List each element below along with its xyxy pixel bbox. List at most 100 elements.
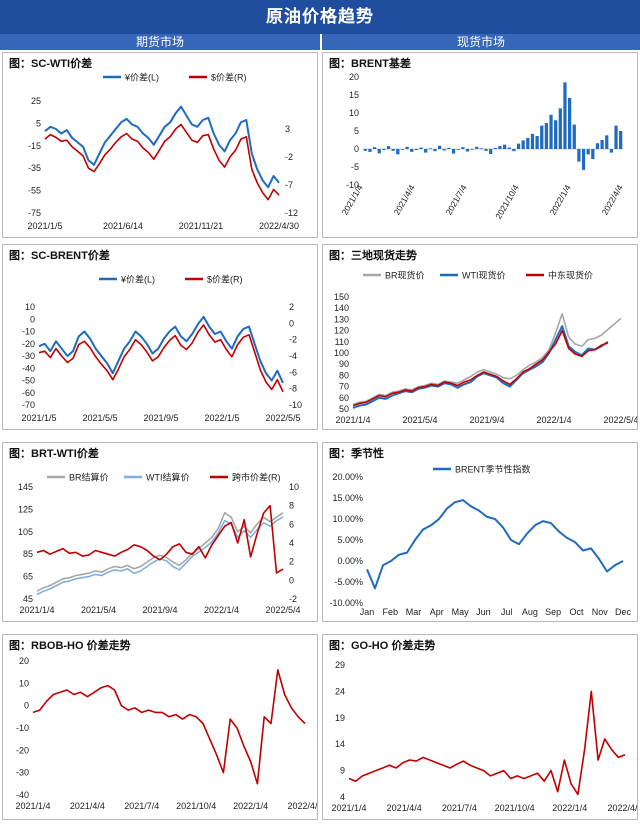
legend-label: 跨市价差(R) [232, 472, 281, 483]
bar [428, 148, 432, 150]
y2-tick-label: -8 [289, 384, 297, 394]
page-banner: 原油价格趋势 [0, 0, 640, 34]
y-tick-label: 4 [340, 792, 345, 802]
y-tick-label: 20 [349, 72, 359, 82]
bar [377, 149, 381, 154]
bar [437, 145, 442, 149]
bar [502, 144, 507, 149]
series-line-1 [348, 690, 626, 796]
bar [507, 147, 511, 149]
y-tick-label: 90 [339, 359, 349, 369]
legend-label: WTI现货价 [462, 270, 506, 281]
legend-label: WTI结算价 [146, 472, 190, 483]
x-tick-label: Jan [360, 607, 375, 617]
y-tick-label: -30 [16, 768, 29, 778]
bar [619, 131, 623, 149]
bar [368, 149, 372, 152]
legend-label: ¥价差(L) [120, 274, 155, 285]
y-tick-label: -40 [16, 790, 29, 800]
y-tick-label: 10 [349, 108, 359, 118]
y-tick-label: 85 [23, 549, 33, 559]
legend-label: BRENT季节性指数 [455, 464, 531, 475]
bar [410, 149, 414, 152]
spot-section-header: 现货市场 [322, 34, 640, 50]
series-line-1 [32, 669, 306, 785]
y-tick-label: 60 [339, 393, 349, 403]
y-tick-label: -35 [28, 163, 41, 173]
bar [512, 149, 516, 152]
bar [563, 82, 567, 149]
panel-sc-brent: 图：SC-BRENT价差 10 0 -10 -20 -30 -40 -50 -60 -70 2 0 -… [2, 244, 318, 430]
y-tick-label: -10 [22, 327, 35, 337]
series-line-2 [36, 516, 284, 596]
x-tick-label: Feb [383, 607, 399, 617]
bar [396, 149, 400, 155]
bar [405, 146, 409, 149]
bar [554, 120, 558, 149]
x-tick-label: Sep [545, 607, 561, 617]
y-tick-label: 9 [340, 766, 345, 776]
y-tick-label: 105 [18, 527, 33, 537]
bar [572, 124, 576, 149]
y2-tick-label: -7 [285, 180, 293, 190]
brt-wti-chart: 145 125 105 85 65 45 10 8 6 4 2 0 -2 2021/1/4 2021/5/4… [18, 472, 301, 616]
y-tick-label: 25 [31, 96, 41, 106]
bar [516, 143, 521, 149]
x-tick-label: Aug [522, 607, 538, 617]
x-tick-label: 2021/4/4 [387, 803, 422, 813]
bar [479, 148, 484, 150]
y-tick-label: 24 [335, 686, 345, 696]
bar [558, 108, 562, 149]
y-tick-label: -40 [22, 363, 35, 373]
bar [498, 146, 502, 149]
y-tick-label: 0.00% [337, 556, 363, 566]
bar [521, 140, 525, 149]
y-tick-label: 20.00% [332, 472, 363, 482]
x-tick-label: Oct [569, 607, 584, 617]
y-tick-label: 110 [335, 337, 349, 347]
futures-section-header: 期货市场 [0, 34, 320, 50]
y-tick-label: 150 [334, 292, 349, 302]
y-tick-label: 45 [23, 594, 33, 604]
x-tick-label: Dec [615, 607, 632, 617]
bar [526, 137, 530, 149]
panel-sc-wti: 图：SC-WTI价差 25 5 -15 -35 -55 -75 3 -2 -7 -12 2021/1… [2, 52, 318, 238]
y-tick-label: 5 [36, 118, 41, 128]
chart-title: 图：GO-HO 价差走势 [329, 640, 436, 652]
x-tick-label: 2022/1/4 [233, 801, 268, 811]
y-tick-label: -10 [346, 180, 359, 190]
series-line-1 [38, 315, 284, 384]
bar [489, 149, 493, 155]
y-tick-label: 20 [19, 656, 29, 666]
y2-tick-label: 2 [289, 302, 294, 312]
x-tick-label: 2021/5/4 [81, 605, 116, 615]
y-tick-label: 125 [18, 504, 33, 514]
x-tick-label: Apr [430, 607, 444, 617]
series-line-1 [44, 105, 280, 189]
y-tick-label: -5 [351, 162, 359, 172]
chart-title: 图：BRT-WTI价差 [9, 448, 99, 460]
x-tick-label: 2021/9/4 [469, 415, 504, 425]
seasonal-chart: 20.00% 15.00% 10.00% 5.00% 0.00% -5.00% -10.00… [329, 464, 632, 618]
bar [419, 147, 423, 149]
bar [461, 147, 465, 149]
chart-title: 图：SC-BRENT价差 [9, 250, 110, 262]
panel-go-ho: 图：GO-HO 价差走势 29 24 19 14 9 4 2021/1/4 2021/4/4 2… [322, 634, 638, 820]
y-tick-label: 10 [25, 302, 35, 312]
y2-tick-label: 4 [289, 538, 294, 548]
x-tick-label: May [452, 607, 470, 617]
panel-seasonal: 图：季节性 20.00% 15.00% 10.00% 5.00% 0.00% -5.00%… [322, 442, 638, 622]
bar [581, 149, 586, 170]
series-line-2 [352, 325, 609, 409]
bar [442, 149, 446, 151]
x-tick-label: 2021/4/4 [70, 801, 105, 811]
x-tick-label: 2021/4/4 [392, 183, 417, 217]
bar [484, 149, 488, 151]
x-tick-label: Jun [476, 607, 491, 617]
legend-label: $价差(R) [207, 274, 243, 285]
y-tick-label: 15.00% [332, 493, 363, 503]
bar [586, 149, 590, 155]
bar [363, 149, 367, 151]
